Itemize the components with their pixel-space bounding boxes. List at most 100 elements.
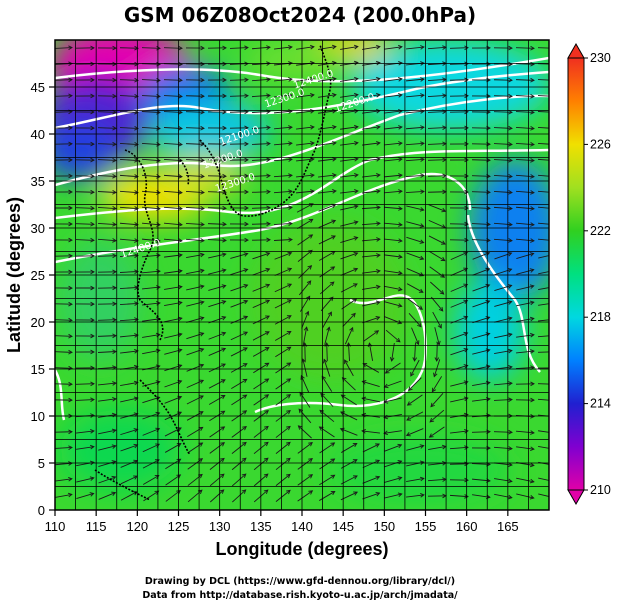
wind-streamline bbox=[55, 462, 73, 466]
wind-arrowhead bbox=[177, 316, 183, 322]
wind-arrowhead bbox=[242, 394, 248, 399]
wind-streamline bbox=[384, 301, 402, 307]
wind-arrowhead bbox=[552, 415, 556, 419]
wind-arrowhead bbox=[286, 362, 292, 367]
wind-arrowhead bbox=[418, 288, 424, 293]
wind-arrowhead bbox=[420, 157, 425, 162]
wind-streamline bbox=[384, 397, 402, 403]
wind-streamline bbox=[186, 395, 204, 405]
wind-arrowhead bbox=[266, 173, 271, 179]
wind-arrowhead bbox=[331, 76, 337, 82]
wind-arrowhead bbox=[412, 357, 418, 362]
wind-streamline bbox=[98, 398, 116, 402]
wind-streamline bbox=[318, 174, 336, 178]
wind-arrowhead bbox=[89, 444, 95, 450]
wind-streamline bbox=[472, 284, 490, 292]
wind-streamline bbox=[119, 334, 139, 338]
wind-arrowhead bbox=[68, 157, 73, 163]
wind-arrowhead bbox=[112, 381, 117, 386]
x-tick-label: 160 bbox=[456, 519, 478, 534]
wind-streamline bbox=[516, 477, 534, 483]
wind-streamline bbox=[231, 457, 247, 471]
y-tick-label: 0 bbox=[38, 503, 45, 518]
wind-arrowhead bbox=[68, 237, 73, 243]
wind-arrowhead bbox=[112, 77, 117, 83]
wind-arrowhead bbox=[134, 158, 139, 163]
wind-arrowhead bbox=[221, 252, 227, 258]
wind-streamline bbox=[232, 489, 246, 503]
wind-streamline bbox=[141, 47, 161, 49]
wind-arrowhead bbox=[331, 60, 337, 66]
wind-arrowhead bbox=[307, 265, 313, 270]
wind-arrowhead bbox=[304, 310, 310, 316]
wind-streamline bbox=[449, 47, 469, 49]
wind-streamline bbox=[230, 284, 248, 292]
wind-streamline bbox=[493, 143, 513, 145]
wind-arrowhead bbox=[68, 205, 73, 211]
wind-arrowhead bbox=[552, 191, 556, 195]
wind-streamline bbox=[427, 143, 447, 145]
wind-arrowhead bbox=[353, 251, 359, 257]
wind-arrowhead bbox=[90, 349, 95, 355]
wind-arrowhead bbox=[352, 283, 358, 288]
wind-arrowhead bbox=[222, 221, 227, 227]
wind-streamline bbox=[427, 478, 447, 482]
wind-arrowhead bbox=[308, 490, 314, 495]
wind-arrowhead bbox=[530, 238, 535, 243]
wind-streamline bbox=[384, 444, 402, 452]
wind-arrowhead bbox=[552, 175, 556, 179]
wind-arrowhead bbox=[68, 93, 73, 99]
wind-arrowhead bbox=[352, 475, 358, 480]
wind-streamline bbox=[297, 442, 313, 454]
wind-streamline bbox=[406, 428, 424, 436]
wind-arrowhead bbox=[376, 92, 381, 98]
wind-arrowhead bbox=[331, 235, 336, 240]
colorbar-label: 222 bbox=[590, 224, 611, 238]
wind-arrowhead bbox=[429, 417, 435, 423]
wind-arrowhead bbox=[552, 110, 556, 114]
wind-arrowhead bbox=[221, 347, 227, 352]
wind-streamline bbox=[97, 207, 117, 209]
wind-streamline bbox=[295, 190, 315, 194]
wind-arrowhead bbox=[397, 303, 403, 308]
wind-streamline bbox=[119, 287, 139, 289]
wind-arrowhead bbox=[507, 332, 513, 338]
wind-arrowhead bbox=[178, 109, 183, 115]
wind-arrowhead bbox=[354, 140, 359, 146]
wind-streamline bbox=[341, 443, 357, 453]
wind-streamline bbox=[209, 426, 225, 438]
wind-arrowhead bbox=[508, 238, 513, 243]
chart-title: GSM 06Z08Oct2024 (200.0hPa) bbox=[124, 3, 476, 27]
wind-arrowhead bbox=[431, 387, 437, 393]
wind-arrowhead bbox=[134, 174, 139, 179]
x-axis-label: Longitude (degrees) bbox=[215, 539, 388, 559]
wind-streamline bbox=[362, 443, 380, 453]
wind-arrowhead bbox=[68, 125, 73, 131]
wind-streamline bbox=[273, 126, 293, 130]
wind-streamline bbox=[318, 204, 336, 212]
wind-arrowhead bbox=[287, 251, 293, 257]
wind-streamline bbox=[515, 142, 535, 146]
wind-streamline bbox=[450, 332, 468, 340]
wind-arrowhead bbox=[90, 333, 95, 339]
wind-arrowhead bbox=[200, 206, 205, 211]
wind-streamline bbox=[538, 493, 549, 497]
wind-arrowhead bbox=[397, 443, 403, 449]
wind-arrowhead bbox=[552, 207, 556, 211]
wind-streamline bbox=[361, 222, 381, 226]
wind-arrowhead bbox=[265, 283, 271, 289]
wind-arrowhead bbox=[112, 238, 117, 243]
wind-arrowhead bbox=[464, 221, 469, 227]
wind-arrowhead bbox=[552, 142, 556, 146]
wind-streamline bbox=[405, 110, 425, 114]
wind-streamline bbox=[516, 269, 534, 275]
wind-streamline bbox=[361, 238, 381, 242]
wind-streamline bbox=[318, 220, 336, 228]
wind-arrowhead bbox=[266, 45, 271, 50]
wind-arrowhead bbox=[286, 489, 291, 495]
y-tick-label: 20 bbox=[31, 315, 45, 330]
wind-streamline bbox=[363, 330, 379, 342]
wind-streamline bbox=[450, 365, 468, 371]
wind-streamline bbox=[362, 254, 380, 258]
wind-arrowhead bbox=[220, 426, 226, 431]
